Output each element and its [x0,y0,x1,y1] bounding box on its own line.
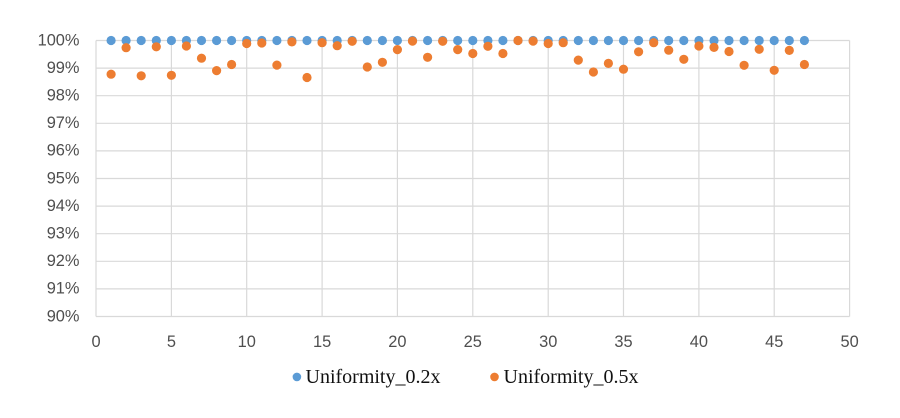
svg-text:95%: 95% [47,169,80,187]
svg-text:0: 0 [91,333,100,351]
svg-text:93%: 93% [47,225,80,243]
svg-text:100%: 100% [38,31,80,49]
svg-text:50: 50 [840,333,858,351]
svg-text:30: 30 [539,333,557,351]
svg-text:98%: 98% [47,87,80,105]
svg-text:10: 10 [238,333,256,351]
svg-text:91%: 91% [47,280,80,298]
svg-text:20: 20 [388,333,406,351]
svg-text:45: 45 [765,333,783,351]
svg-text:96%: 96% [47,142,80,160]
svg-text:Uniformity_0.5x: Uniformity_0.5x [504,366,639,388]
svg-text:94%: 94% [47,197,80,215]
svg-text:92%: 92% [47,252,80,270]
svg-text:35: 35 [614,333,632,351]
svg-text:Uniformity_0.2x: Uniformity_0.2x [306,366,441,388]
svg-text:5: 5 [167,333,176,351]
svg-text:25: 25 [464,333,482,351]
svg-text:90%: 90% [47,307,80,325]
svg-text:40: 40 [690,333,708,351]
svg-text:15: 15 [313,333,331,351]
svg-text:99%: 99% [47,59,80,77]
svg-text:97%: 97% [47,114,80,132]
